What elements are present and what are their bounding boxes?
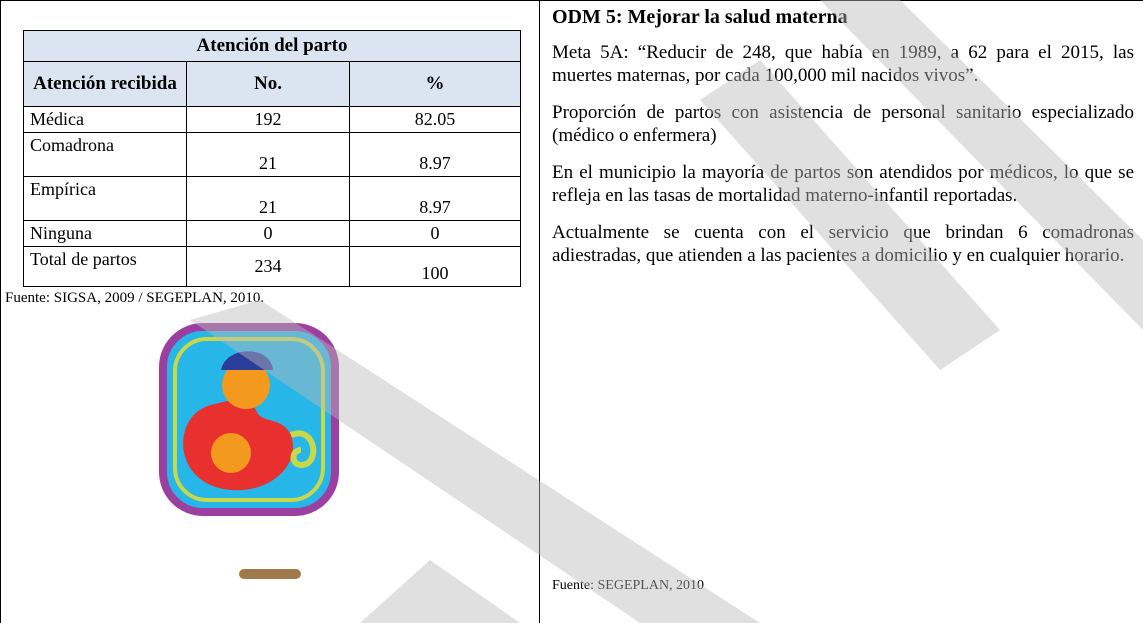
paragraphs: Meta 5A: “Reducir de 248, que había en 1… <box>552 41 1134 267</box>
paragraph: En el municipio la mayoría de partos son… <box>552 162 1134 206</box>
table: Atención del parto Atención recibida No.… <box>23 30 521 287</box>
left-column: Atención del parto Atención recibida No.… <box>0 0 540 623</box>
table-cell: 8.97 <box>349 176 521 221</box>
table-row: Comadrona 21 8.97 <box>23 132 521 177</box>
table-source: Fuente: SIGSA, 2009 / SEGEPLAN, 2010. <box>5 290 265 306</box>
logo <box>159 323 339 579</box>
table-cell: 234 <box>186 246 350 287</box>
paragraph: Proporción de partos con asistencia de p… <box>552 102 1134 146</box>
table-row: Empírica 21 8.97 <box>23 176 521 221</box>
table-cell: Total de partos <box>23 246 187 287</box>
text-source: Fuente: SEGEPLAN, 2010 <box>552 578 705 593</box>
paragraph: Actualmente se cuenta con el servicio qu… <box>552 222 1134 266</box>
header-cell: Atención recibida <box>23 61 187 107</box>
table-cell: Comadrona <box>23 132 187 177</box>
table-cell: 192 <box>186 106 350 133</box>
table-cell: 0 <box>186 220 350 247</box>
header-cell: % <box>349 61 521 107</box>
table-row: Total de partos 234 100 <box>23 246 521 287</box>
table-cell: 21 <box>186 176 350 221</box>
table-title: Atención del parto <box>23 30 521 62</box>
heading: ODM 5: Mejorar la salud materna <box>552 6 848 28</box>
table-row: Médica 192 82.05 <box>23 106 521 133</box>
table-cell: 82.05 <box>349 106 521 133</box>
table-cell: 0 <box>349 220 521 247</box>
table-cell: 21 <box>186 132 350 177</box>
table-cell: Médica <box>23 106 187 133</box>
table-cell: Empírica <box>23 176 187 221</box>
header-cell: No. <box>186 61 350 107</box>
paragraph: Meta 5A: “Reducir de 248, que había en 1… <box>552 42 1134 86</box>
table-row: Ninguna 0 0 <box>23 220 521 247</box>
table-cell: 8.97 <box>349 132 521 177</box>
table-cell: Ninguna <box>23 220 187 247</box>
right-column: ODM 5: Mejorar la salud materna Meta 5A:… <box>552 6 1134 281</box>
table-cell: 100 <box>349 246 521 287</box>
